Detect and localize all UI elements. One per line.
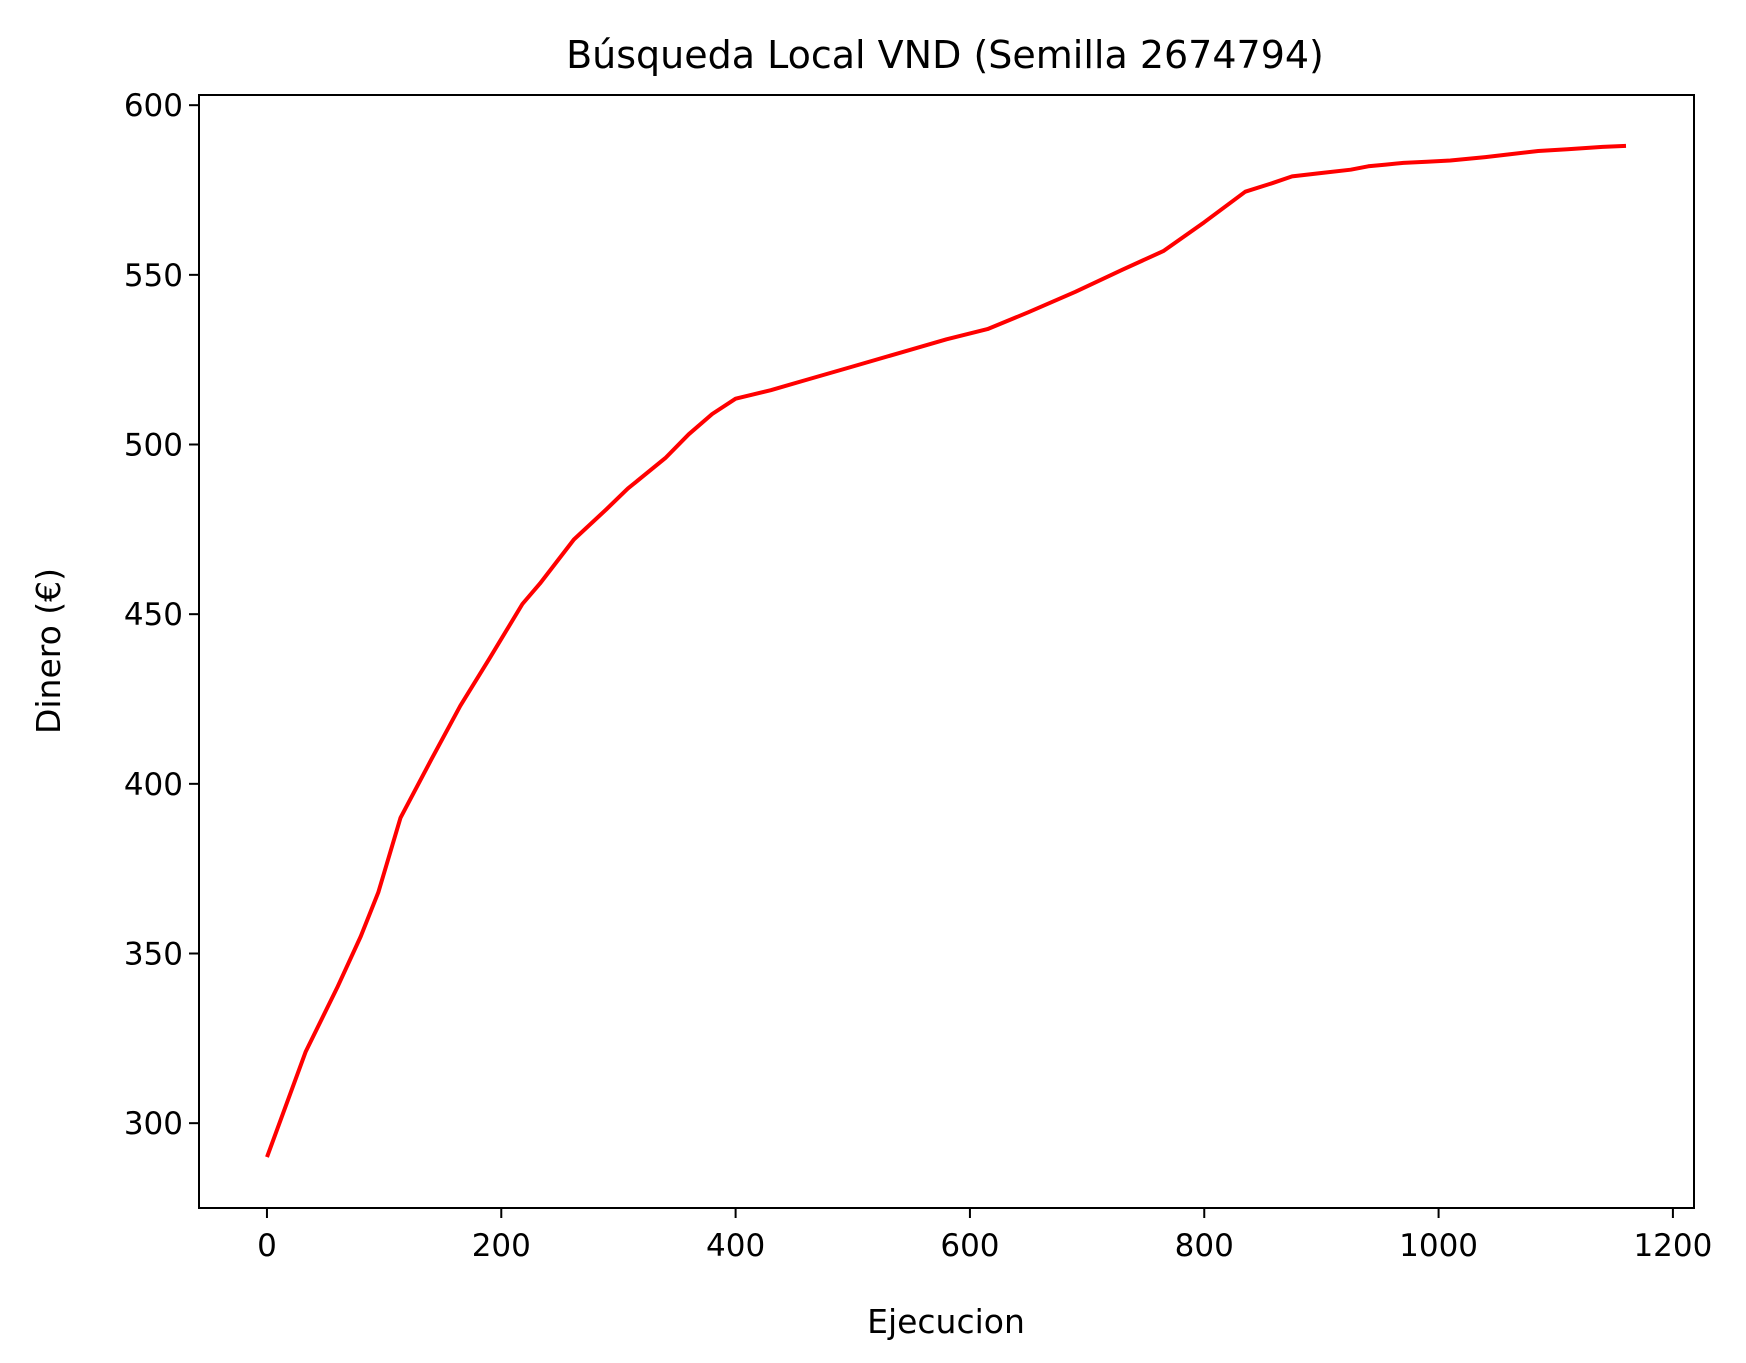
x-tick-label: 0 bbox=[257, 1228, 277, 1264]
y-tick-label: 450 bbox=[124, 597, 183, 633]
x-ticks: 0 200 400 600 800 1000 1200 bbox=[257, 1208, 1712, 1264]
y-tick-label: 550 bbox=[124, 258, 183, 294]
y-tick-label: 350 bbox=[124, 937, 183, 973]
x-tick-label: 400 bbox=[706, 1228, 765, 1264]
plot-frame bbox=[198, 94, 1695, 1209]
x-tick-label: 1000 bbox=[1399, 1228, 1478, 1264]
y-tick-label: 500 bbox=[124, 428, 183, 464]
x-axis-label: Ejecucion bbox=[867, 1302, 1025, 1341]
series-line bbox=[265, 143, 1627, 1158]
x-tick-label: 800 bbox=[1175, 1228, 1234, 1264]
x-tick-label: 1200 bbox=[1633, 1228, 1712, 1264]
y-tick-label: 300 bbox=[124, 1106, 183, 1142]
chart-title: Búsqueda Local VND (Semilla 2674794) bbox=[566, 33, 1324, 77]
y-tick-label: 600 bbox=[124, 88, 183, 124]
x-tick-label: 200 bbox=[472, 1228, 531, 1264]
x-tick-label: 600 bbox=[940, 1228, 999, 1264]
y-tick-label: 400 bbox=[124, 767, 183, 803]
y-ticks: 300 350 400 450 500 550 600 bbox=[124, 88, 199, 1142]
y-axis-label: Dinero (€) bbox=[29, 568, 68, 734]
plot-series bbox=[265, 143, 1627, 1158]
